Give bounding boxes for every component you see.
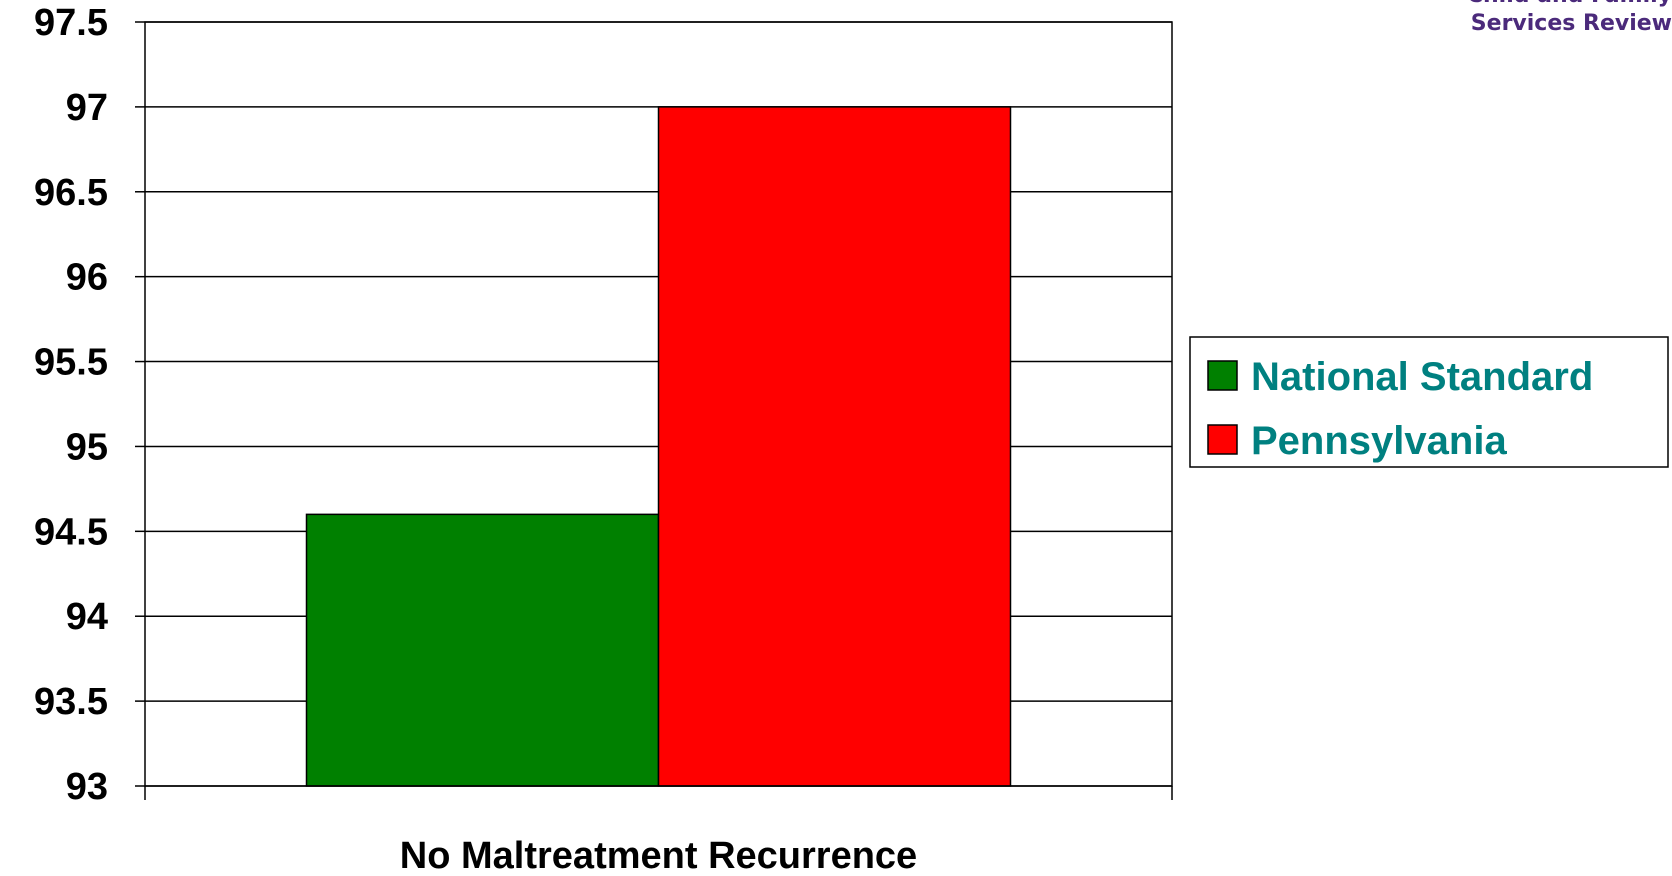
- logo: Child and Family Services Review: [1467, 0, 1672, 36]
- y-tick-label: 95: [66, 426, 108, 468]
- y-tick-label: 96.5: [34, 172, 108, 214]
- logo-line2: Services Review: [1471, 11, 1672, 36]
- logo-line1: Child and Family: [1467, 0, 1672, 8]
- legend-swatch-national-standard: [1207, 360, 1238, 391]
- y-axis-tick-labels: 93 93.5 94 94.5 95 95.5 96 96.5 97 97.5: [34, 2, 108, 808]
- y-tick-label: 95.5: [34, 342, 108, 384]
- axes: [135, 21, 1173, 800]
- legend-label-pennsylvania: Pennsylvania: [1251, 419, 1507, 463]
- y-tick-label: 93.5: [34, 681, 108, 723]
- legend-swatch-pennsylvania: [1207, 424, 1238, 455]
- legend-label-national-standard: National Standard: [1251, 355, 1593, 399]
- y-tick-label: 94.5: [34, 511, 108, 553]
- bars: [305, 106, 1012, 787]
- y-tick-label: 97.5: [34, 2, 108, 44]
- legend-box: [1189, 336, 1669, 468]
- x-axis-category-labels: No Maltreatment Recurrence: [400, 835, 917, 876]
- y-tick-label: 97: [66, 87, 108, 129]
- y-tick-label: 93: [66, 766, 108, 808]
- bar-national-standard: [305, 513, 660, 787]
- legend: National Standard Pennsylvania: [1189, 336, 1669, 468]
- plot-area: [144, 21, 1173, 787]
- y-tick-label: 96: [66, 257, 108, 299]
- x-category-label: No Maltreatment Recurrence: [400, 835, 917, 876]
- bar-pennsylvania: [657, 106, 1012, 787]
- y-tick-label: 94: [66, 596, 108, 638]
